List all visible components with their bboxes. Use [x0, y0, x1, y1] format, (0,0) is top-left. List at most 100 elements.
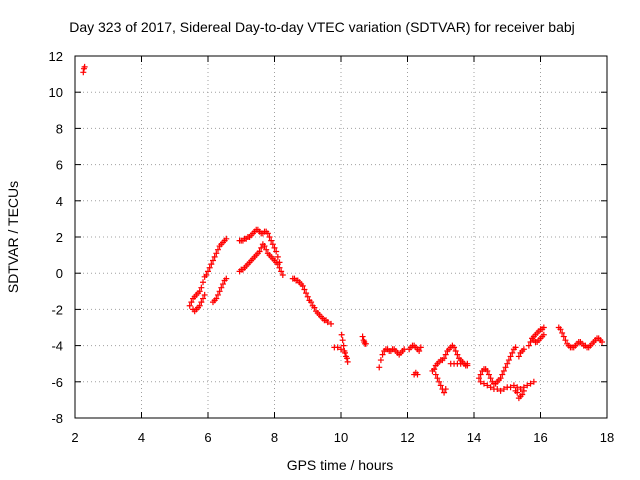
data-point: [599, 338, 606, 345]
data-point: [278, 268, 285, 275]
data-point: [497, 375, 504, 382]
data-point: [279, 272, 286, 279]
data-point: [339, 337, 346, 344]
data-point: [205, 268, 211, 275]
y-tick-label: -2: [51, 302, 63, 317]
data-point: [303, 290, 310, 297]
data-point: [502, 364, 509, 371]
data-point: [256, 248, 263, 255]
data-point: [299, 282, 306, 289]
data-point: [452, 348, 459, 355]
data-point: [487, 384, 494, 391]
data-point: [485, 371, 492, 378]
data-point: [264, 230, 271, 237]
data-point: [214, 291, 221, 298]
data-point: [477, 371, 484, 378]
data-point: [560, 333, 567, 340]
data-point: [451, 344, 458, 351]
x-tick-label: 4: [138, 430, 145, 445]
data-point: [525, 342, 532, 349]
data-point: [442, 386, 449, 393]
data-point: [203, 272, 210, 279]
data-point: [524, 382, 531, 389]
data-point: [527, 380, 534, 387]
y-tick-label: 4: [56, 194, 63, 209]
data-point: [213, 295, 220, 302]
data-point: [540, 331, 547, 338]
data-point: [499, 371, 506, 378]
data-point: [416, 348, 423, 355]
data-point: [376, 364, 383, 371]
data-point: [308, 299, 315, 306]
y-tick-label: 12: [49, 49, 63, 64]
data-point: [196, 288, 203, 295]
data-point: [276, 264, 283, 271]
data-point: [343, 355, 350, 362]
data-point: [341, 349, 348, 356]
data-point: [218, 284, 225, 291]
data-point: [196, 302, 203, 309]
data-point: [557, 326, 564, 333]
data-point: [514, 389, 521, 396]
x-tick-label: 12: [400, 430, 414, 445]
data-point: [497, 387, 504, 394]
data-point: [454, 351, 461, 358]
data-point: [338, 331, 345, 338]
data-point: [200, 279, 207, 286]
x-axis-label: GPS time / hours: [287, 457, 394, 473]
data-point: [201, 291, 208, 298]
data-point: [517, 386, 524, 393]
data-point: [188, 299, 195, 306]
chart-title: Day 323 of 2017, Sidereal Day-to-day VTE…: [69, 19, 575, 35]
data-point: [515, 353, 522, 360]
axis-ticks: 2 4 6 8 10 12 14 16 18 -8 -6 -4 -2 0 2 4 6 8 10 12: [49, 49, 615, 445]
data-point: [507, 353, 514, 360]
data-point: [484, 367, 491, 374]
y-tick-label: 6: [56, 158, 63, 173]
data-point: [216, 288, 223, 295]
data-point: [200, 295, 207, 302]
data-point: [379, 351, 386, 358]
data-point: [211, 253, 218, 260]
data-point: [519, 391, 526, 398]
data-point: [273, 248, 280, 255]
data-point: [304, 293, 311, 300]
y-tick-label: -6: [51, 375, 63, 390]
data-point: [301, 286, 308, 293]
data-point: [186, 302, 193, 309]
data-point: [359, 333, 366, 340]
x-tick-label: 16: [533, 430, 547, 445]
data-point: [274, 261, 281, 268]
data-point: [500, 386, 507, 393]
data-point: [520, 387, 527, 394]
data-point: [442, 351, 449, 358]
data-point: [434, 375, 441, 382]
data-point: [504, 360, 511, 367]
x-tick-label: 8: [271, 430, 278, 445]
data-point: [223, 235, 230, 242]
data-point: [324, 319, 331, 326]
data-point: [258, 244, 265, 251]
data-point: [198, 284, 205, 291]
data-point: [206, 264, 213, 271]
data-points: [80, 63, 606, 402]
data-point: [509, 349, 516, 356]
data-point: [274, 253, 281, 260]
data-point: [487, 375, 494, 382]
x-tick-label: 14: [467, 430, 481, 445]
data-point: [500, 367, 507, 374]
data-point: [269, 241, 276, 248]
data-point: [198, 299, 205, 306]
data-point: [414, 371, 421, 378]
data-point: [512, 344, 519, 351]
data-point: [477, 378, 484, 385]
data-point: [80, 69, 87, 76]
data-point: [311, 304, 318, 311]
data-point: [340, 342, 347, 349]
data-point: [505, 357, 512, 364]
data-point: [81, 63, 88, 70]
x-tick-label: 2: [71, 430, 78, 445]
data-point: [484, 382, 491, 389]
data-point: [338, 346, 344, 353]
data-point: [494, 386, 501, 393]
